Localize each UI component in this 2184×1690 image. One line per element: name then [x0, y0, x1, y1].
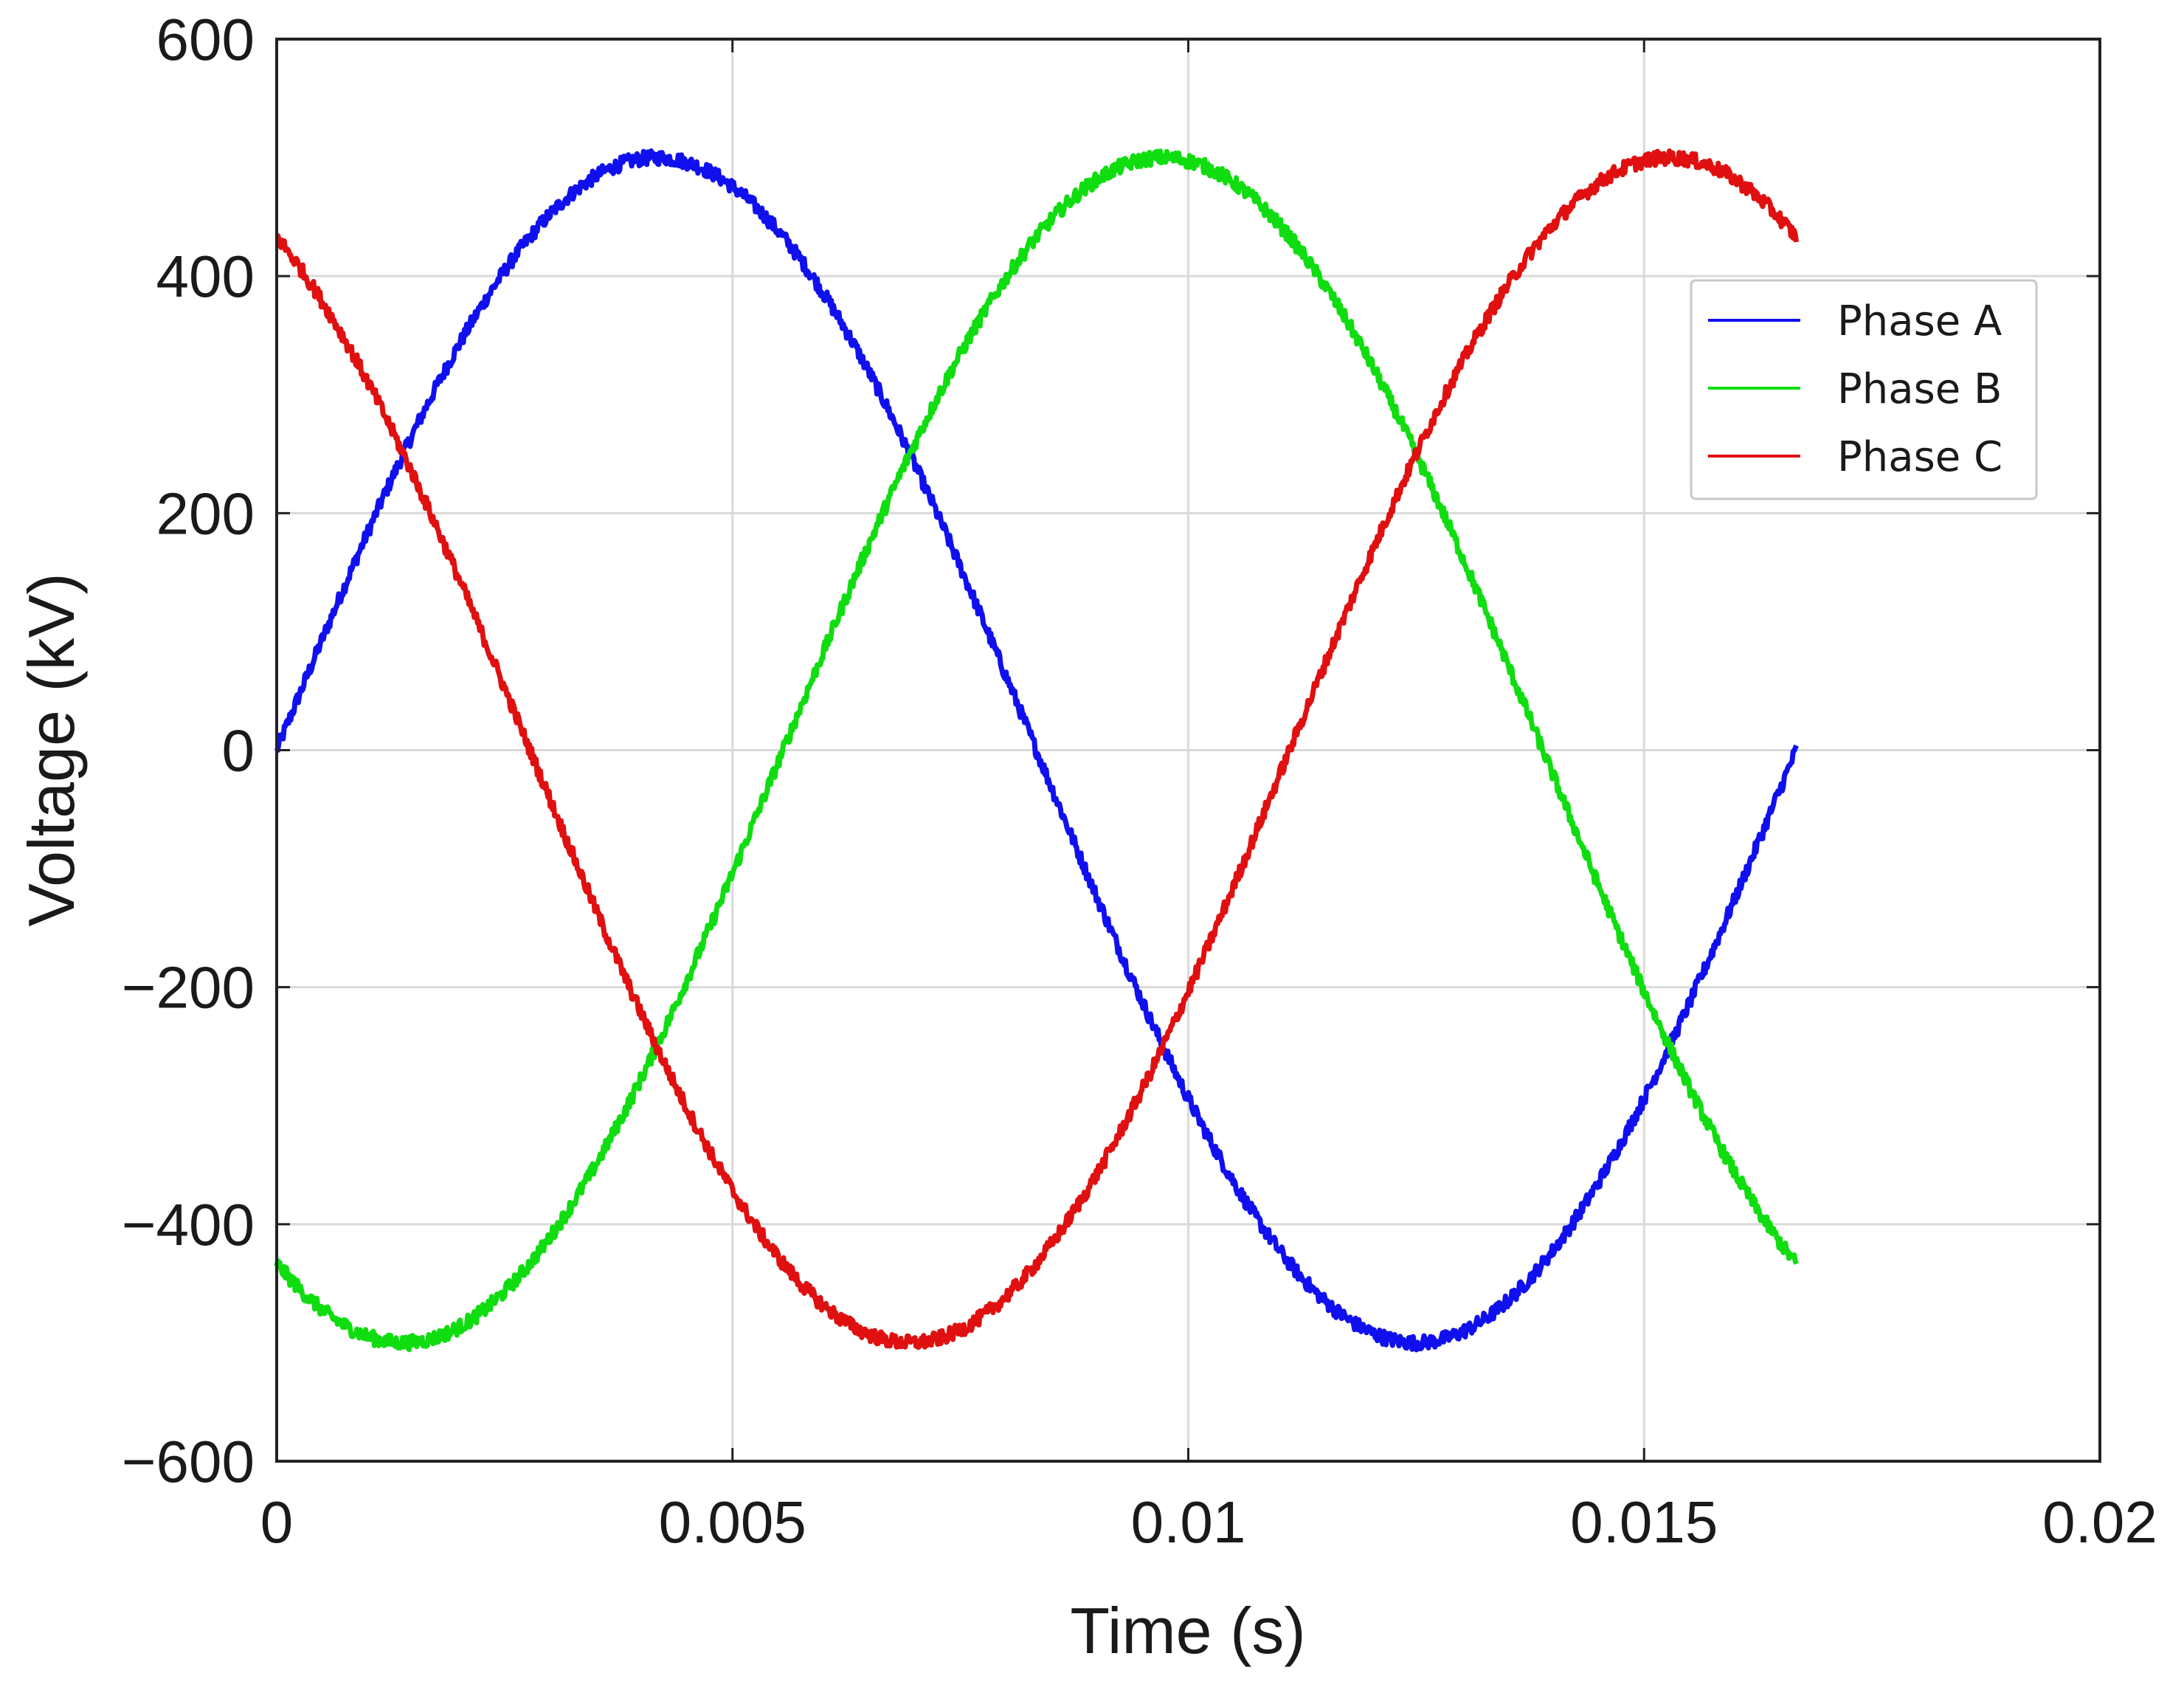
y-tick-label: −600: [122, 1429, 255, 1494]
legend-label-phase-a: Phase A: [1837, 297, 2002, 345]
y-tick-label: 200: [156, 480, 255, 546]
series-line-phase-a: [274, 148, 1799, 1353]
x-tick-label: 0.015: [1570, 1489, 1718, 1555]
y-tick-label: −400: [122, 1192, 255, 1258]
legend-label-phase-c: Phase C: [1837, 433, 2002, 481]
y-tick-label: −200: [122, 955, 255, 1021]
y-tick-label: 600: [156, 7, 255, 72]
x-tick-label: 0.005: [659, 1489, 806, 1555]
legend: Phase A Phase B Phase C: [1690, 279, 2038, 500]
axis-ticks: 0 0.005 0.01 0.015 0.02 600 400 200 0 −200 −400 −60…: [122, 7, 2157, 1555]
y-tick-label: 400: [156, 244, 255, 309]
y-tick-label: 0: [222, 718, 255, 784]
x-tick-label: 0: [260, 1489, 294, 1555]
x-tick-label: 0.02: [2042, 1489, 2157, 1555]
series-lines: [274, 148, 1800, 1353]
x-axis-title: Time (s): [1070, 1594, 1305, 1667]
y-axis-title: Voltage (kV): [15, 573, 88, 926]
x-tick-label: 0.01: [1131, 1489, 1246, 1555]
series-line-phase-c: [275, 148, 1800, 1351]
legend-label-phase-b: Phase B: [1837, 365, 2002, 413]
series-line-phase-b: [274, 148, 1799, 1353]
legend-box: [1690, 279, 2038, 500]
